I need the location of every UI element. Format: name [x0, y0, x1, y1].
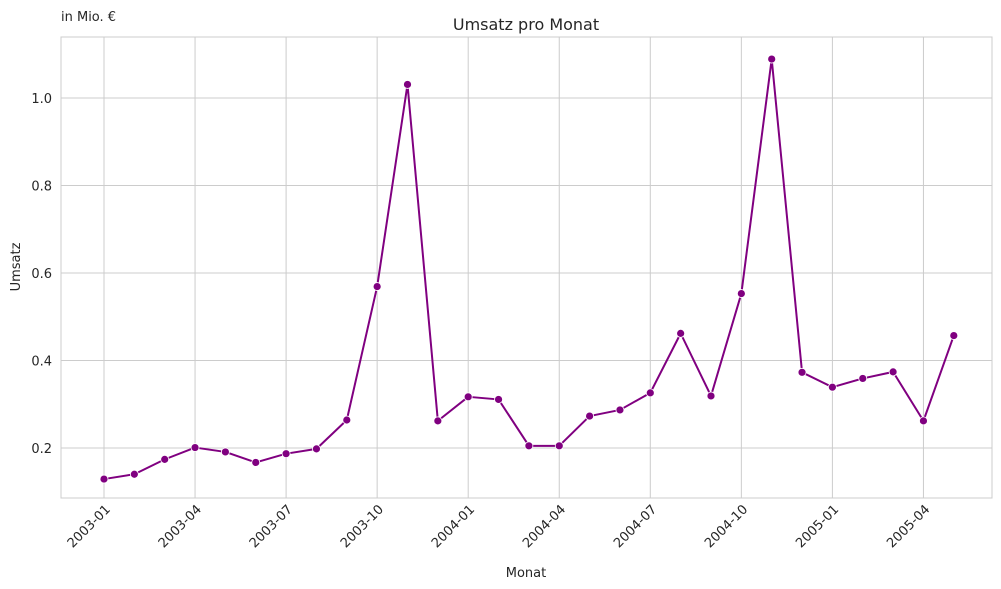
x-tick-label: 2004-01 — [429, 502, 478, 551]
x-axis-label: Monat — [506, 566, 546, 581]
data-point — [736, 289, 746, 298]
data-point — [372, 282, 382, 291]
data-point — [645, 388, 655, 398]
unit-note: in Mio. € — [61, 10, 116, 25]
data-point — [949, 331, 959, 340]
data-point — [190, 443, 200, 452]
data-point — [129, 469, 139, 479]
data-point — [99, 474, 109, 484]
gridlines — [61, 37, 992, 498]
data-point — [160, 454, 170, 464]
x-axis-ticks: 2003-01 2003-04 2003-07 2003-10 2004-01 2004-… — [65, 502, 933, 551]
data-point — [706, 391, 716, 401]
chart-title: Umsatz pro Monat — [453, 15, 599, 34]
x-tick-label: 2004-04 — [520, 502, 569, 551]
data-point — [828, 382, 837, 392]
y-tick-label: 0.2 — [31, 442, 52, 457]
plot-area-frame — [60, 36, 993, 499]
data-point — [281, 449, 291, 459]
data-point — [615, 405, 625, 415]
data-point — [585, 411, 594, 421]
y-tick-label: 0.6 — [31, 267, 52, 282]
y-tick-label: 0.8 — [31, 180, 52, 195]
x-tick-label: 2003-07 — [247, 502, 296, 551]
y-tick-label: 0.4 — [31, 355, 52, 370]
data-point — [524, 441, 534, 451]
data-point — [220, 447, 230, 457]
data-point — [797, 367, 807, 377]
data-point — [767, 54, 777, 64]
x-tick-label: 2003-10 — [338, 502, 387, 551]
x-tick-label: 2005-01 — [793, 502, 842, 551]
y-tick-label: 1.0 — [31, 92, 52, 107]
data-point — [403, 80, 412, 89]
x-tick-label: 2003-04 — [156, 502, 205, 551]
y-axis-ticks: 0.2 0.4 0.6 0.8 1.0 — [31, 92, 52, 457]
x-tick-label: 2004-07 — [611, 502, 660, 551]
data-point — [554, 441, 564, 451]
y-axis-label: Umsatz — [9, 242, 24, 291]
data-point — [463, 392, 473, 402]
data-point — [919, 416, 928, 426]
data-point — [676, 328, 686, 338]
x-tick-label: 2003-01 — [65, 502, 114, 551]
x-tick-label: 2005-04 — [884, 502, 933, 551]
series-line — [103, 58, 955, 481]
data-point — [433, 416, 443, 426]
series-group — [99, 54, 959, 484]
data-point — [312, 444, 321, 454]
x-tick-label: 2004-10 — [702, 502, 751, 551]
data-point — [858, 374, 868, 383]
data-point — [251, 458, 261, 467]
data-point — [888, 367, 898, 377]
data-point — [342, 415, 352, 425]
data-point — [494, 395, 503, 404]
